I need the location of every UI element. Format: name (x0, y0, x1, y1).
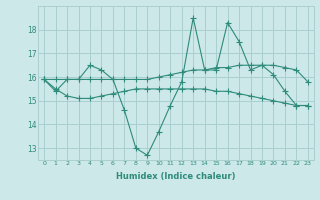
X-axis label: Humidex (Indice chaleur): Humidex (Indice chaleur) (116, 172, 236, 181)
